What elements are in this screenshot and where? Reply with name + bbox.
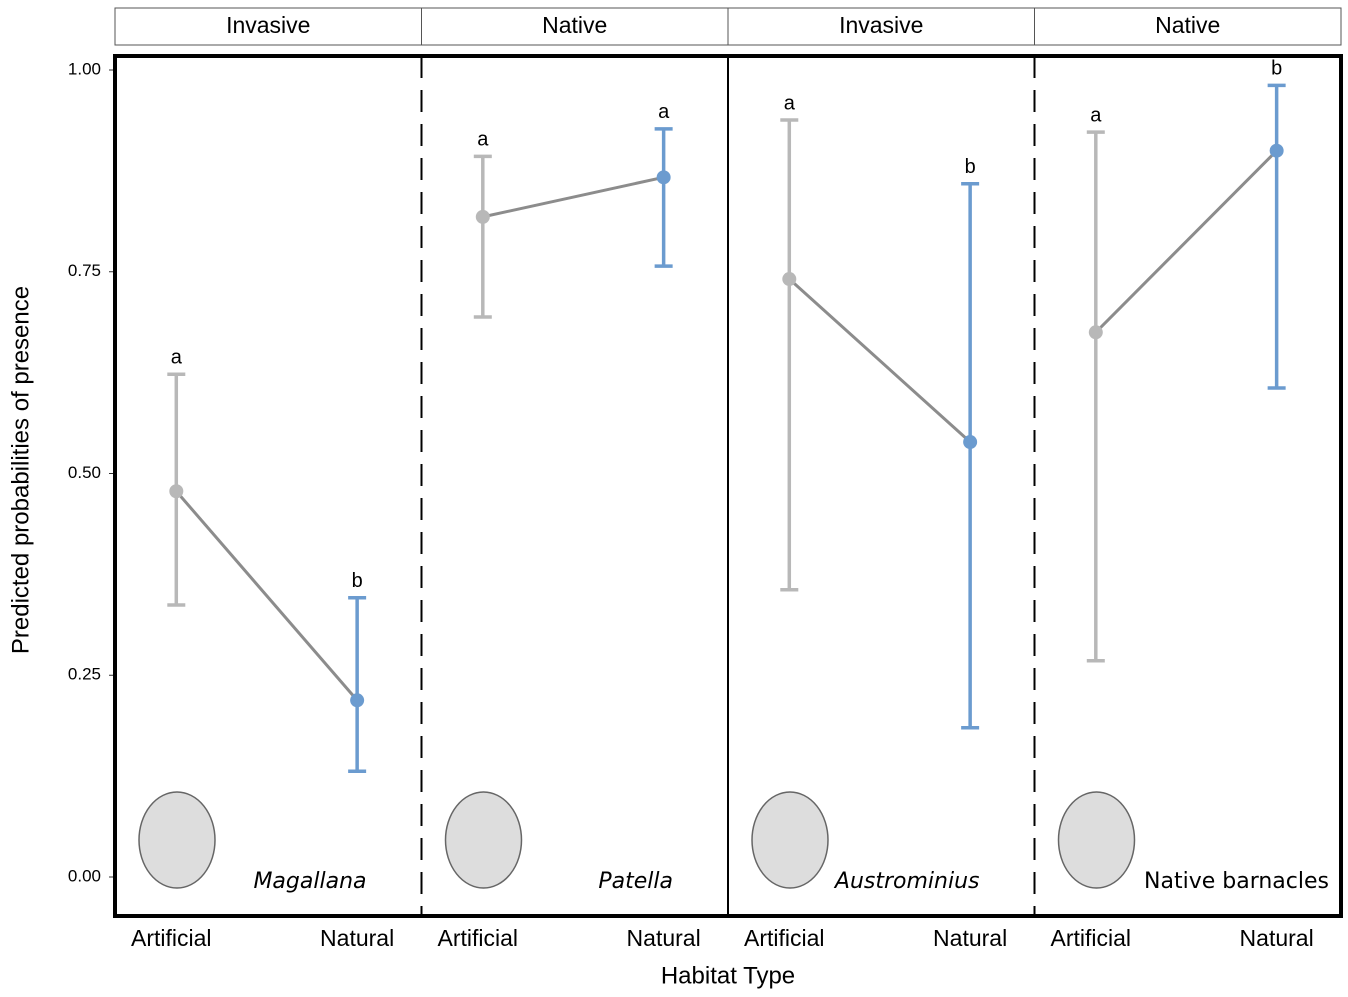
connecting-line bbox=[789, 279, 970, 442]
connecting-line bbox=[1096, 151, 1277, 333]
connecting-line bbox=[176, 491, 357, 700]
x-tick-label: Artificial bbox=[131, 925, 212, 951]
point bbox=[963, 435, 977, 449]
species-label: Magallana bbox=[253, 869, 366, 894]
species-illustration bbox=[1059, 792, 1135, 888]
point bbox=[476, 210, 490, 224]
point bbox=[1270, 144, 1284, 158]
y-tick-label: 0.75 bbox=[68, 261, 101, 280]
y-tick-label: 0.25 bbox=[68, 665, 101, 684]
x-tick-label: Artificial bbox=[438, 925, 519, 951]
strip-label: Native bbox=[1155, 12, 1220, 38]
x-tick-label: Artificial bbox=[1051, 925, 1132, 951]
y-axis-label: Predicted probabilities of presence bbox=[7, 286, 34, 654]
point bbox=[657, 170, 671, 184]
significance-letter: b bbox=[352, 570, 363, 592]
strip-label: Invasive bbox=[226, 12, 310, 38]
point bbox=[350, 693, 364, 707]
y-tick-label: 0.00 bbox=[68, 866, 101, 885]
y-tick-label: 0.50 bbox=[68, 463, 101, 482]
species-illustration bbox=[446, 792, 522, 888]
x-tick-label: Natural bbox=[933, 925, 1007, 951]
significance-letter: b bbox=[1271, 58, 1282, 80]
chart: Predicted probabilities of presence Habi… bbox=[0, 0, 1348, 997]
significance-letter: b bbox=[965, 156, 976, 178]
x-tick-label: Artificial bbox=[744, 925, 825, 951]
connecting-line bbox=[483, 177, 664, 217]
x-axis-label: Habitat Type bbox=[661, 962, 795, 989]
strip-label: Native bbox=[542, 12, 607, 38]
x-tick-label: Natural bbox=[627, 925, 701, 951]
point bbox=[782, 272, 796, 286]
y-tick-label: 1.00 bbox=[68, 59, 101, 78]
species-label: Native barnacles bbox=[1144, 869, 1329, 894]
significance-letter: a bbox=[477, 129, 489, 151]
significance-letter: a bbox=[658, 101, 670, 123]
species-illustration bbox=[139, 792, 215, 888]
point bbox=[1089, 325, 1103, 339]
strip-label: Invasive bbox=[839, 12, 923, 38]
x-tick-label: Natural bbox=[320, 925, 394, 951]
significance-letter: a bbox=[1090, 104, 1102, 126]
point bbox=[169, 484, 183, 498]
species-label: Austrominius bbox=[833, 869, 980, 894]
x-tick-label: Natural bbox=[1240, 925, 1314, 951]
species-illustration bbox=[752, 792, 828, 888]
significance-letter: a bbox=[171, 347, 183, 369]
significance-letter: a bbox=[784, 92, 796, 114]
species-label: Patella bbox=[598, 869, 673, 894]
